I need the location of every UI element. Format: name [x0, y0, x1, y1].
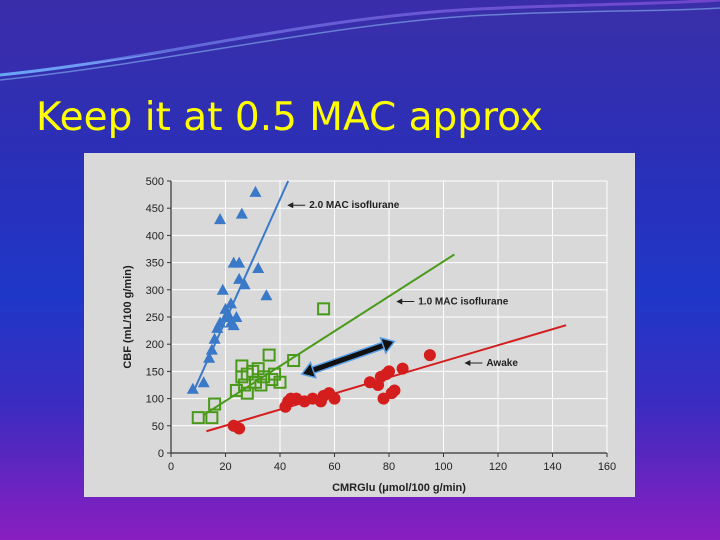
x-tick-label: 120 — [489, 461, 507, 473]
header-wave-decoration — [0, 0, 720, 81]
x-tick-label: 40 — [274, 461, 286, 473]
axes: 0 50 100 150 200 250 300 350 400 450 500 0 20 40 60 80 1… — [122, 176, 616, 494]
triangle-point — [205, 343, 218, 355]
y-tick-label: 0 — [158, 448, 164, 460]
triangle-point — [186, 382, 199, 394]
x-tick-label: 20 — [219, 461, 231, 473]
circle-point — [328, 392, 341, 405]
square-point — [240, 386, 254, 400]
square-point — [287, 354, 301, 368]
annotation-label: Awake — [486, 358, 518, 369]
y-tick-label: 450 — [146, 203, 164, 215]
triangle-point — [233, 256, 246, 268]
x-tick-label: 80 — [383, 461, 395, 473]
circle-point — [423, 349, 436, 362]
y-tick-label: 400 — [146, 230, 164, 242]
square-point — [191, 411, 205, 425]
triangle-point — [252, 262, 265, 274]
y-tick-label: 200 — [146, 339, 164, 351]
square-point — [208, 397, 222, 411]
circle-point — [388, 384, 401, 397]
triangle-point — [230, 311, 243, 322]
x-tick-label: 140 — [543, 461, 561, 473]
x-tick-label: 160 — [598, 461, 616, 473]
square-point — [262, 348, 276, 362]
y-tick-label: 100 — [146, 394, 164, 406]
triangle-point — [203, 351, 216, 363]
triangle-point — [224, 297, 237, 309]
slide-title: Keep it at 0.5 MAC approx — [36, 95, 543, 140]
x-tick-label: 100 — [434, 461, 452, 473]
x-tick-label: 0 — [168, 461, 174, 473]
x-tick-label: 60 — [328, 461, 340, 473]
y-tick-label: 50 — [152, 421, 164, 433]
data-points — [186, 185, 436, 435]
y-tick-label: 350 — [146, 258, 164, 270]
overlay-arrowhead-end — [379, 336, 396, 355]
square-point — [273, 375, 287, 389]
y-tick-label: 300 — [146, 285, 164, 297]
annotation-arrowhead — [396, 298, 403, 305]
triangle-point — [214, 213, 227, 225]
chart: 0 50 100 150 200 250 300 350 400 450 500 0 20 40 60 80 1… — [122, 176, 616, 494]
circle-point — [383, 365, 395, 378]
annotation-arrowhead — [287, 202, 294, 209]
triangle-point — [197, 376, 210, 388]
chart-frame: 0 50 100 150 200 250 300 350 400 450 500 0 20 40 60 80 1… — [84, 153, 635, 497]
triangle-point — [238, 278, 251, 290]
triangle-point — [233, 272, 246, 284]
y-tick-label: 150 — [146, 366, 164, 378]
annotation-label: 1.0 MAC isoflurane — [418, 296, 508, 307]
circle-point — [396, 362, 409, 375]
triangle-point — [235, 207, 248, 219]
overlay-arrowhead-start — [300, 361, 317, 379]
annotations: 2.0 MAC isoflurane 1.0 MAC isoflurane Awak… — [287, 200, 518, 369]
triangle-point — [216, 283, 229, 295]
y-tick-label: 500 — [146, 176, 164, 188]
overlay-arrow-shaft — [312, 343, 384, 373]
triangle-point — [227, 319, 240, 331]
y-axis-title: CBF (mL/100 g/min) — [122, 265, 134, 369]
triangle-point — [260, 289, 273, 301]
square-point — [205, 411, 219, 425]
square-point — [317, 302, 331, 316]
x-axis-title: CMRGlu (μmol/100 g/min) — [332, 482, 466, 494]
triangle-point — [249, 185, 262, 197]
annotation-label: 2.0 MAC isoflurane — [309, 200, 399, 211]
triangle-point — [219, 302, 232, 314]
overlay-arrow — [300, 336, 396, 379]
triangle-point — [208, 332, 221, 344]
fit-lines — [191, 180, 567, 433]
circle-point — [233, 422, 246, 435]
annotation-arrowhead — [464, 359, 471, 366]
y-tick-label: 250 — [146, 312, 164, 324]
